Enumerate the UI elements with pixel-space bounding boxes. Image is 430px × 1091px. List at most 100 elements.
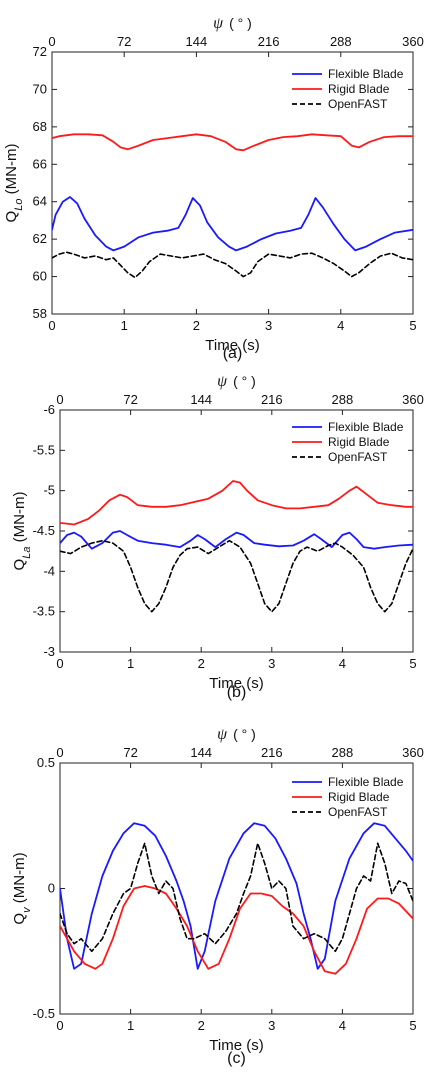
x-tick-label: 5 <box>409 318 416 333</box>
series-line-flexible-blade <box>52 196 413 252</box>
y-axis-label: QLa (MN-m) <box>11 492 33 571</box>
x-tick-label: 2 <box>198 656 205 671</box>
series-group <box>52 133 413 279</box>
y-axis-label-main: Q <box>11 913 28 925</box>
series-line-openfast <box>60 539 413 613</box>
series-line-rigid-blade <box>60 480 413 526</box>
series-line-flexible-blade <box>60 530 413 550</box>
top-tick-label: 0 <box>56 745 63 760</box>
y-tick-label: 62 <box>33 231 47 246</box>
top-tick-label: 0 <box>56 392 63 407</box>
series-line-flexible-blade <box>60 822 413 970</box>
y-tick-label: -6 <box>43 402 55 417</box>
top-tick-label: 288 <box>330 34 352 49</box>
series-group <box>60 822 413 975</box>
panel-caption: (c) <box>227 1050 246 1067</box>
legend-label-rigid-blade: Rigid Blade <box>328 82 390 96</box>
y-tick-label: -5 <box>43 483 55 498</box>
series-line-rigid-blade <box>60 885 413 975</box>
y-tick-label: -4.5 <box>33 523 55 538</box>
y-tick-label: 68 <box>33 119 47 134</box>
x-tick-label: 2 <box>193 318 200 333</box>
top-axis-symbol: ψ <box>213 15 224 32</box>
top-axis-symbol: ψ <box>217 726 228 743</box>
x-tick-label: 0 <box>56 1018 63 1033</box>
y-axis-label-sub: Lo <box>13 199 25 211</box>
top-axis-title: ψ ( ° ) <box>213 15 252 32</box>
y-axis-label-sub: v <box>21 906 33 913</box>
legend-label-flexible-blade: Flexible Blade <box>328 67 404 81</box>
y-tick-label: -5.5 <box>33 442 55 457</box>
legend-label-openfast: OpenFAST <box>328 97 388 111</box>
top-axis-title: ψ ( ° ) <box>217 726 256 743</box>
series-line-openfast <box>60 842 413 953</box>
y-axis-label-unit: (MN-m) <box>3 144 20 199</box>
x-tick-label: 3 <box>268 656 275 671</box>
y-tick-label: 64 <box>33 194 47 209</box>
top-tick-label: 216 <box>261 392 283 407</box>
x-tick-label: 5 <box>409 1018 416 1033</box>
x-axis-label: Time (s) <box>209 1037 263 1054</box>
y-tick-label: 0 <box>48 881 55 896</box>
chart-panel-1: 0 0 1 72 2 144 3 216 4 288 5 360 58 60 62 64 66 68 70 72 ψ ( … <box>3 15 424 362</box>
series-group <box>60 480 413 613</box>
x-tick-label: 5 <box>409 656 416 671</box>
x-tick-label: 1 <box>127 1018 134 1033</box>
x-tick-label: 0 <box>56 656 63 671</box>
top-tick-label: 0 <box>48 34 55 49</box>
y-axis-label: Qv (MN-m) <box>11 852 33 924</box>
y-axis-label-sub: La <box>21 547 33 559</box>
top-tick-label: 216 <box>258 34 280 49</box>
top-tick-label: 216 <box>261 745 283 760</box>
series-line-openfast <box>52 251 413 279</box>
y-axis-label-main: Q <box>11 559 28 571</box>
top-axis-unit: ( ° ) <box>233 373 256 389</box>
x-tick-label: 3 <box>265 318 272 333</box>
legend-label-openfast: OpenFAST <box>328 805 388 819</box>
series-line-rigid-blade <box>52 133 413 152</box>
y-tick-label: -4 <box>43 563 55 578</box>
y-tick-label: 70 <box>33 81 47 96</box>
top-tick-label: 72 <box>123 392 137 407</box>
y-tick-label: 72 <box>33 44 47 59</box>
panel-caption: (b) <box>227 684 247 701</box>
plot-frame <box>51 51 414 315</box>
top-axis-symbol: ψ <box>217 373 228 390</box>
y-axis-label-main: Q <box>3 211 20 223</box>
x-tick-label: 1 <box>127 656 134 671</box>
y-tick-label: 58 <box>33 306 47 321</box>
top-tick-label: 360 <box>402 745 424 760</box>
y-axis-label: QLo (MN-m) <box>3 144 25 223</box>
legend-label-flexible-blade: Flexible Blade <box>328 420 404 434</box>
top-tick-label: 360 <box>402 392 424 407</box>
legend-label-openfast: OpenFAST <box>328 450 388 464</box>
y-axis-label-unit: (MN-m) <box>11 492 28 547</box>
y-axis-label-unit: (MN-m) <box>11 852 28 907</box>
panel-caption: (a) <box>223 345 243 362</box>
x-tick-label: 2 <box>198 1018 205 1033</box>
x-axis-label: Time (s) <box>205 337 259 354</box>
x-tick-label: 3 <box>268 1018 275 1033</box>
top-tick-label: 360 <box>402 34 424 49</box>
chart-panel-2: 0 0 1 72 2 144 3 216 4 288 5 360 -3 -3.5 -4 -4.5 -5 -5.5 -… <box>11 373 424 701</box>
top-tick-label: 144 <box>190 392 212 407</box>
x-tick-label: 0 <box>48 318 55 333</box>
top-tick-label: 144 <box>190 745 212 760</box>
legend-label-rigid-blade: Rigid Blade <box>328 435 390 449</box>
y-tick-label: -3 <box>43 644 55 659</box>
top-axis-title: ψ ( ° ) <box>217 373 256 390</box>
top-tick-label: 72 <box>117 34 131 49</box>
top-axis-unit: ( ° ) <box>233 726 256 742</box>
y-tick-label: 60 <box>33 269 47 284</box>
x-tick-label: 4 <box>337 318 344 333</box>
x-tick-label: 1 <box>121 318 128 333</box>
legend-label-rigid-blade: Rigid Blade <box>328 790 390 804</box>
top-tick-label: 288 <box>332 745 354 760</box>
y-tick-label: 66 <box>33 156 47 171</box>
legend-label-flexible-blade: Flexible Blade <box>328 775 404 789</box>
